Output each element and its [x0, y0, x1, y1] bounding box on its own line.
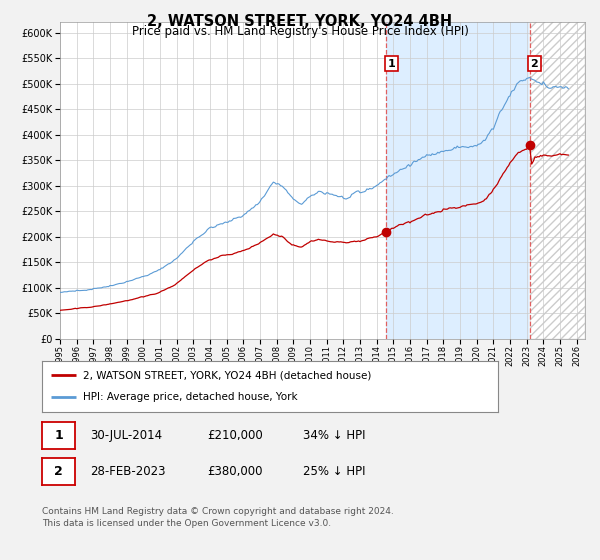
Text: Contains HM Land Registry data © Crown copyright and database right 2024.
This d: Contains HM Land Registry data © Crown c… [42, 507, 394, 528]
Text: 2, WATSON STREET, YORK, YO24 4BH: 2, WATSON STREET, YORK, YO24 4BH [148, 14, 452, 29]
Text: Price paid vs. HM Land Registry's House Price Index (HPI): Price paid vs. HM Land Registry's House … [131, 25, 469, 38]
Text: £380,000: £380,000 [207, 465, 263, 478]
Text: 1: 1 [388, 59, 395, 68]
Text: HPI: Average price, detached house, York: HPI: Average price, detached house, York [83, 393, 298, 403]
Text: 1: 1 [54, 429, 63, 442]
Text: 2: 2 [54, 465, 63, 478]
Bar [386, 22, 529, 339]
Text: £210,000: £210,000 [207, 429, 263, 442]
Text: 25% ↓ HPI: 25% ↓ HPI [303, 465, 365, 478]
Text: 2: 2 [530, 59, 538, 68]
Text: 30-JUL-2014: 30-JUL-2014 [90, 429, 162, 442]
Text: 28-FEB-2023: 28-FEB-2023 [90, 465, 166, 478]
Bar [530, 22, 585, 339]
Text: 34% ↓ HPI: 34% ↓ HPI [303, 429, 365, 442]
Text: 2, WATSON STREET, YORK, YO24 4BH (detached house): 2, WATSON STREET, YORK, YO24 4BH (detach… [83, 370, 371, 380]
